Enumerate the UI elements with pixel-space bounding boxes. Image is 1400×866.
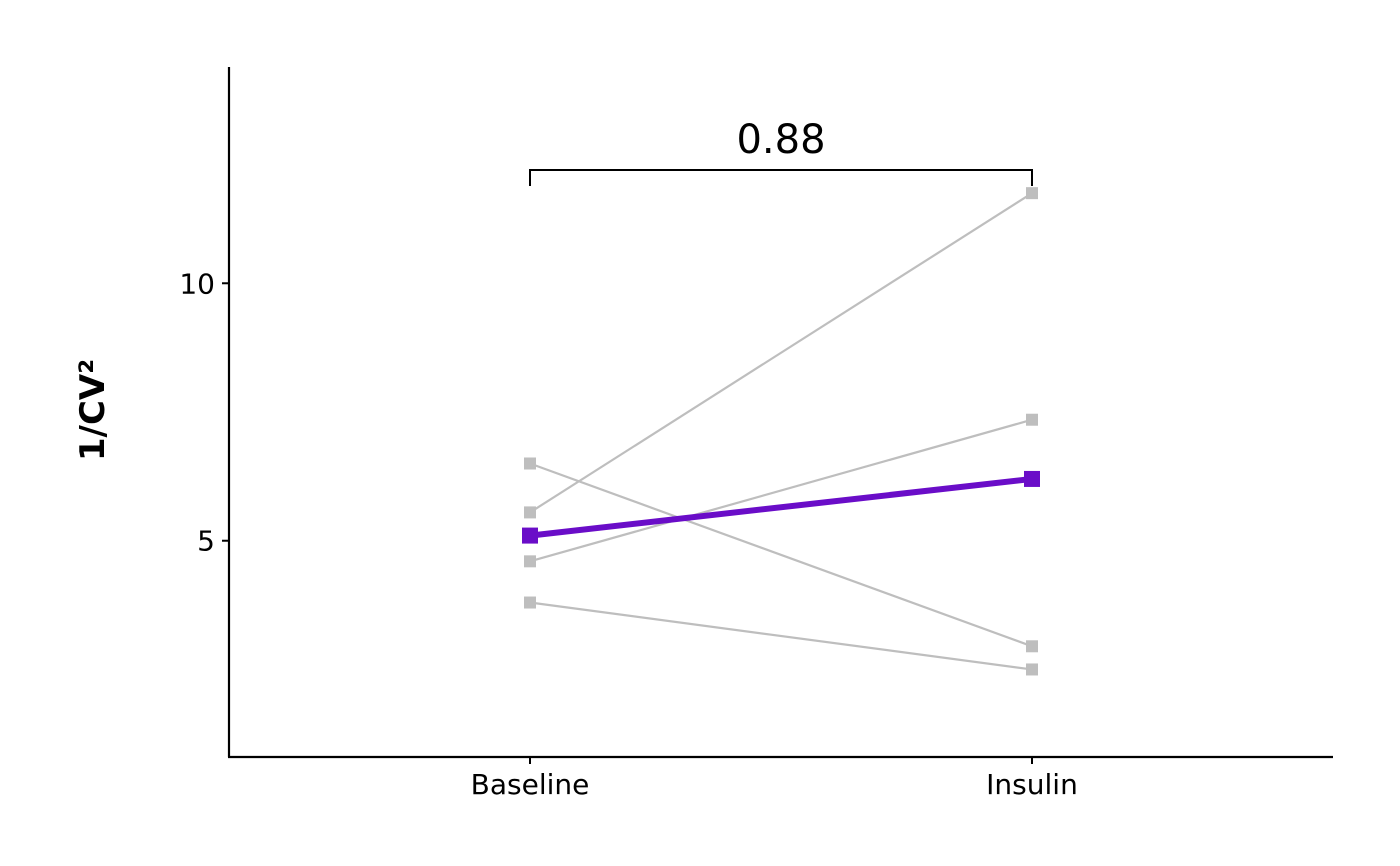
subject-line	[529, 418, 1033, 563]
subject-series-3	[524, 457, 1038, 653]
x-ticks: Baseline Insulin	[471, 757, 1078, 801]
y-ticks: 5 10	[179, 267, 229, 558]
subject-point	[1026, 413, 1038, 426]
y-tick-label: 5	[197, 525, 215, 558]
mean-point	[522, 527, 538, 544]
subject-point	[524, 555, 536, 568]
x-tick-label: Insulin	[986, 768, 1078, 801]
subject-line	[529, 192, 1033, 514]
subject-series-1	[524, 187, 1038, 519]
mean-line	[529, 475, 1033, 539]
significance-annotation: 0.88	[529, 117, 1033, 186]
p-value-label: 0.88	[736, 117, 825, 163]
x-tick-label: Baseline	[471, 768, 590, 801]
subject-point	[1026, 640, 1038, 653]
subject-point	[1026, 663, 1038, 676]
subject-line	[529, 462, 1033, 648]
subject-series-2	[524, 413, 1038, 568]
subject-line	[529, 601, 1033, 671]
y-axis-label: 1/CV²	[73, 359, 113, 461]
mean-series	[522, 470, 1040, 544]
y-tick-label: 10	[179, 267, 215, 300]
subject-point	[524, 596, 536, 609]
subject-point	[524, 457, 536, 470]
subject-point	[1026, 187, 1038, 200]
chart-marks	[522, 187, 1040, 676]
subject-series-4	[524, 596, 1038, 676]
subject-point	[524, 506, 536, 519]
comparison-bracket	[529, 168, 1033, 186]
mean-point	[1024, 470, 1040, 487]
